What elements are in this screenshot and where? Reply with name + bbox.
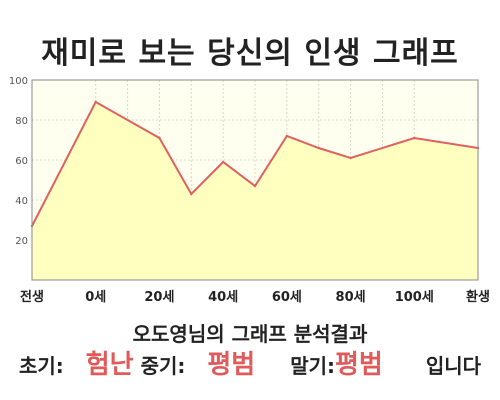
summary-ending: 입니다 bbox=[425, 354, 482, 378]
data-point bbox=[190, 192, 193, 196]
early-label: 초기: bbox=[18, 354, 64, 378]
data-point bbox=[221, 160, 225, 164]
y-tick-label: 60 bbox=[15, 156, 28, 167]
data-point bbox=[285, 134, 289, 138]
late-value: 평범 bbox=[335, 350, 383, 380]
x-tick-label: 0세 bbox=[85, 290, 106, 305]
x-tick-label: 환생 bbox=[466, 289, 490, 305]
y-tick-label: 80 bbox=[15, 116, 28, 127]
data-point bbox=[158, 136, 161, 140]
life-graph-chart: 20 40 60 80 100 전생 0세 20세 40세 60세 80세 100세 환생 bbox=[9, 76, 490, 305]
early-value: 험난 bbox=[85, 350, 134, 380]
summary-title: 오도영님의 그래프 분석결과 bbox=[132, 322, 368, 346]
x-tick-label: 60세 bbox=[272, 290, 302, 305]
summary-line: 초기: 험난 중기: 평범 말기:평범 입니다 bbox=[0, 344, 500, 381]
y-tick-label: 40 bbox=[15, 196, 28, 207]
data-point bbox=[94, 100, 97, 104]
x-tick-label: 80세 bbox=[336, 290, 366, 305]
x-tick-label: 100세 bbox=[395, 290, 434, 305]
data-point bbox=[317, 146, 320, 150]
x-tick-label: 40세 bbox=[208, 290, 238, 305]
middle-value: 평범 bbox=[207, 350, 256, 380]
data-point bbox=[253, 184, 257, 188]
data-point bbox=[413, 136, 416, 140]
x-tick-label: 전생 bbox=[20, 289, 44, 305]
series-area bbox=[32, 102, 478, 280]
data-point bbox=[349, 156, 352, 160]
chart-title: 재미로 보는 당신의 인생 그래프 bbox=[41, 36, 459, 71]
y-tick-label: 20 bbox=[15, 236, 28, 247]
x-tick-label: 20세 bbox=[144, 290, 174, 305]
late-label: 말기: bbox=[290, 354, 336, 378]
middle-label: 중기: bbox=[140, 354, 186, 378]
y-tick-label: 100 bbox=[9, 76, 28, 87]
plot-border bbox=[31, 79, 479, 281]
